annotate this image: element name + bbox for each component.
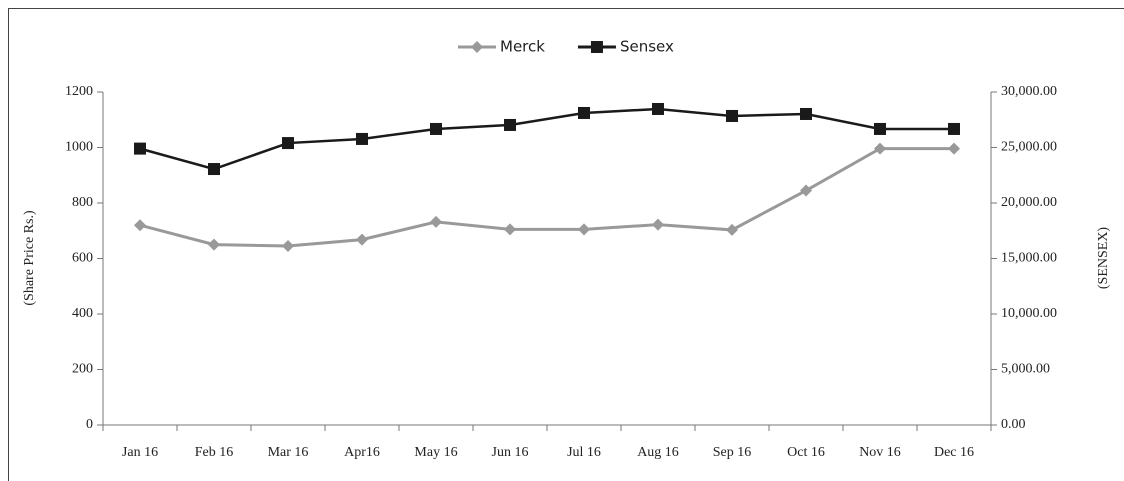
y-tick-label: 1000 [65, 140, 93, 155]
point [134, 219, 146, 232]
y2-tick-label: 20,000.00 [1001, 195, 1057, 210]
series-line [139, 107, 954, 171]
point [430, 122, 442, 135]
y-tick-label: 1200 [65, 84, 93, 99]
y-tick-label: 400 [72, 306, 93, 321]
point [652, 218, 664, 231]
x-tick-label: Jan 16 [122, 445, 158, 460]
y-tick-label: 800 [72, 195, 93, 210]
y-tick-label: 0 [86, 417, 93, 432]
x-tick-label: Jul 16 [567, 445, 601, 460]
x-tick-label: Apr16 [344, 445, 380, 460]
x-tick-label: Aug 16 [637, 445, 679, 460]
point [578, 223, 590, 236]
y2-tick-label: 25,000.00 [1001, 140, 1057, 155]
series-line [139, 147, 954, 248]
frame [8, 8, 1124, 481]
point [800, 107, 812, 120]
y2-tick-label: 15,000.00 [1001, 251, 1057, 266]
y2-tick-label: 10,000.00 [1001, 306, 1057, 321]
point [578, 106, 590, 119]
x-tick-label: May 16 [414, 445, 457, 460]
x-tick-label: Nov 16 [859, 445, 901, 460]
point [726, 223, 738, 236]
point [208, 238, 220, 251]
y-tick-label: 600 [72, 251, 93, 266]
point [430, 215, 442, 228]
point [948, 122, 960, 135]
point [652, 102, 664, 115]
y2-tick-label: 30,000.00 [1001, 84, 1057, 99]
point [504, 118, 516, 131]
legend-marker [590, 41, 603, 53]
point [800, 184, 812, 197]
point [948, 142, 960, 155]
point [504, 223, 516, 236]
x-tick-label: Feb 16 [195, 445, 234, 460]
point [356, 233, 368, 246]
y2-tick-label: 5,000.00 [1001, 362, 1050, 377]
point [726, 109, 738, 122]
y-axis-title: (Share Price Rs.) [22, 210, 37, 306]
legend-marker [471, 41, 483, 53]
point [134, 142, 146, 155]
x-tick-label: Mar 16 [268, 445, 309, 460]
point [874, 122, 886, 135]
y2-axis-title: (SENSEX) [1096, 227, 1111, 290]
legend-label: Merck [500, 38, 545, 56]
x-tick-label: Dec 16 [934, 445, 974, 460]
point [356, 132, 368, 145]
point [282, 137, 294, 150]
point [874, 142, 886, 155]
x-tick-label: Sep 16 [713, 445, 752, 460]
y2-tick-label: 0.00 [1001, 417, 1026, 432]
point [208, 163, 220, 176]
x-tick-label: Oct 16 [787, 445, 825, 460]
y-tick-label: 200 [72, 362, 93, 377]
point [282, 240, 294, 253]
x-tick-label: Jun 16 [492, 445, 529, 460]
legend-label: Sensex [620, 38, 674, 56]
